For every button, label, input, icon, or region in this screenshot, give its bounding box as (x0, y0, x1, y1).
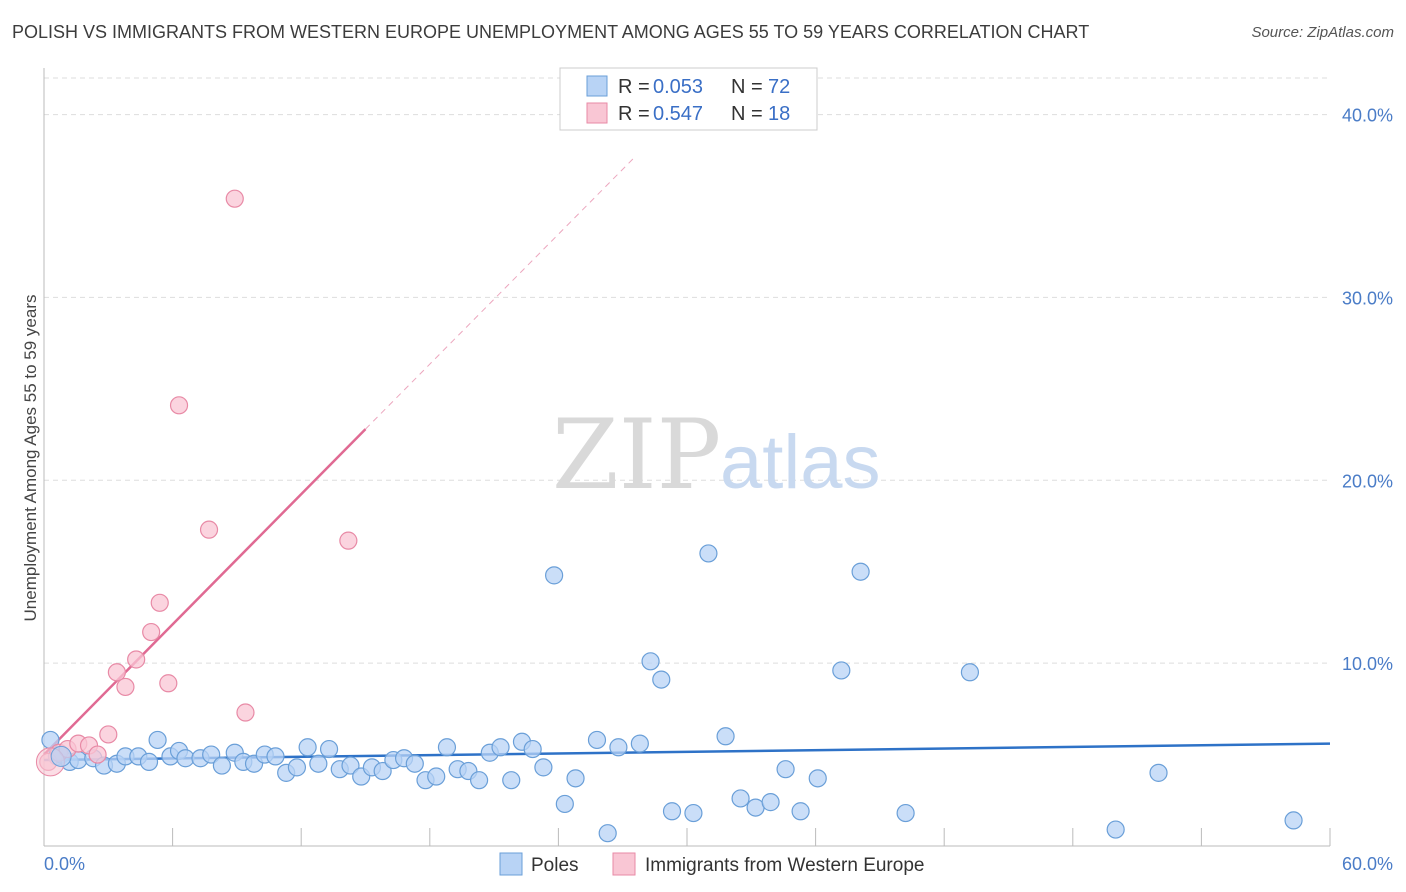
point-poles (609, 738, 628, 757)
point-poles (731, 789, 750, 808)
point-poles (832, 661, 851, 680)
legend-n-label-immigrants: N = (731, 103, 763, 125)
point-poles (555, 794, 574, 814)
point-poles (319, 739, 339, 759)
point-poles (523, 739, 542, 759)
point-poles (309, 754, 328, 773)
legend-r-label-immigrants: R = (618, 103, 650, 125)
point-poles (491, 738, 510, 757)
point-immigrants (225, 189, 244, 208)
point-poles (896, 803, 915, 823)
bottom-legend-swatch-poles (499, 852, 523, 876)
bottom-legend-label-poles: Poles (531, 855, 579, 876)
point-poles (662, 802, 682, 821)
y-tick-label: 40.0% (1342, 106, 1393, 126)
data-points (35, 189, 1303, 843)
point-poles (287, 758, 307, 777)
point-poles (405, 754, 424, 773)
point-poles (545, 566, 564, 585)
watermark: ZIP atlas (552, 399, 881, 511)
legend-r-value-immigrants: 0.547 (653, 103, 703, 125)
point-immigrants (159, 674, 178, 693)
point-immigrants (142, 622, 161, 642)
point-poles (298, 738, 317, 757)
x-tick-label-max: 60.0% (1342, 854, 1393, 874)
point-poles (598, 824, 617, 843)
point-poles (566, 769, 585, 788)
point-poles (1149, 763, 1168, 782)
point-immigrants (88, 745, 107, 764)
point-immigrants (339, 531, 358, 550)
point-poles (851, 562, 870, 581)
point-poles (202, 745, 221, 764)
point-immigrants (99, 725, 118, 744)
trend-line-immigrants (43, 428, 367, 756)
legend-r-value-poles: 0.053 (653, 76, 703, 98)
point-poles (469, 771, 489, 790)
y-tick-label: 10.0% (1342, 654, 1393, 674)
point-immigrants (107, 663, 126, 682)
point-poles (266, 747, 285, 766)
legend-n-label-poles: N = (731, 76, 763, 98)
axes (43, 68, 1331, 847)
legend-n-value-poles: 72 (768, 76, 790, 98)
point-poles (652, 670, 671, 689)
point-poles (437, 738, 457, 757)
point-poles (427, 767, 446, 786)
point-poles (684, 803, 703, 823)
point-immigrants (236, 703, 255, 722)
point-poles (761, 793, 780, 812)
point-poles (212, 756, 231, 775)
point-poles-cluster (50, 745, 72, 767)
x-tick-label-min: 0.0% (44, 854, 85, 874)
y-tick-label: 20.0% (1342, 471, 1393, 491)
point-poles (960, 663, 980, 682)
point-poles (373, 761, 392, 781)
legend-swatch-poles (586, 75, 608, 97)
point-poles (791, 802, 810, 821)
bottom-legend-label-immigrants: Immigrants from Western Europe (645, 855, 924, 876)
legend-r-label-poles: R = (618, 76, 650, 98)
point-poles (534, 758, 553, 777)
point-poles (341, 756, 360, 775)
point-immigrants (150, 593, 169, 612)
point-immigrants (169, 396, 189, 415)
point-immigrants (116, 677, 135, 697)
trend-line-immigrants-extension (365, 158, 634, 430)
tick-labels: 0.0% 60.0% (44, 854, 1393, 874)
point-poles (641, 652, 660, 671)
watermark-atlas: atlas (720, 420, 881, 505)
legend-swatch-immigrants (586, 102, 608, 124)
y-axis-label: Unemployment Among Ages 55 to 59 years (21, 295, 40, 622)
chart-title: POLISH VS IMMIGRANTS FROM WESTERN EUROPE… (12, 22, 1090, 42)
y-tick-label: 30.0% (1342, 288, 1393, 308)
point-poles (716, 727, 735, 746)
source-label: Source: ZipAtlas.com (1251, 24, 1394, 41)
point-poles (502, 771, 521, 790)
legend-box: R = 0.053 N = 72 R = 0.547 N = 18 (559, 67, 818, 131)
grid-lines (44, 77, 1330, 664)
watermark-zip: ZIP (552, 399, 721, 511)
point-poles (139, 752, 159, 771)
point-immigrants (127, 650, 146, 669)
point-poles (587, 730, 607, 750)
point-poles (630, 734, 649, 753)
bottom-legend-swatch-immigrants (612, 852, 636, 876)
point-poles (699, 544, 718, 563)
point-immigrants (199, 520, 219, 539)
point-poles (776, 760, 795, 779)
y-tick-labels: 10.0% 20.0% 30.0% 40.0% (1342, 106, 1393, 675)
legend-n-value-immigrants: 18 (768, 103, 790, 125)
bottom-legend: Poles Immigrants from Western Europe (499, 852, 924, 876)
point-poles (1106, 820, 1125, 839)
point-poles (148, 730, 167, 750)
point-poles (808, 769, 827, 788)
point-poles (1284, 811, 1303, 830)
